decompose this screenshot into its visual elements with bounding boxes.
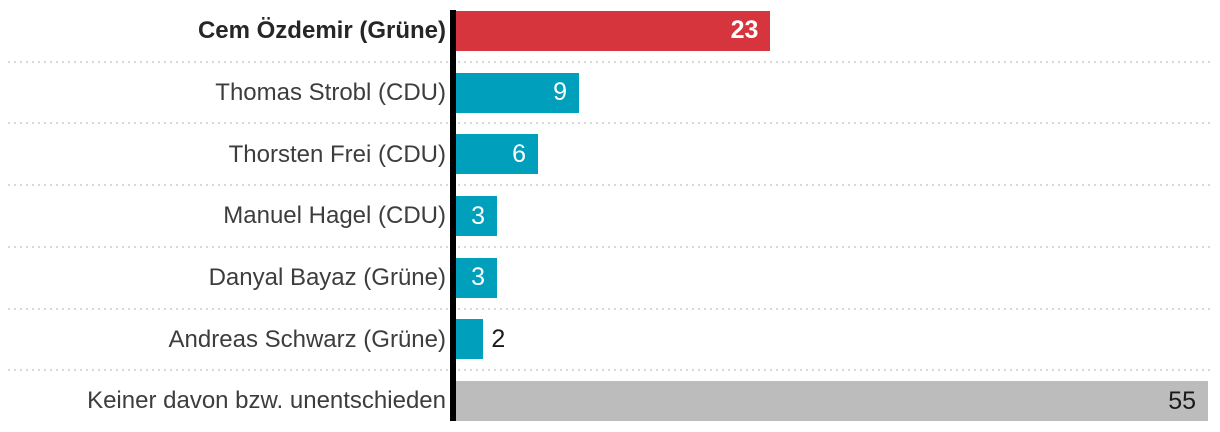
- bar-track: 3: [456, 185, 1208, 247]
- category-label: Andreas Schwarz (Grüne): [168, 325, 446, 353]
- chart-row: Thomas Strobl (CDU) 9: [0, 62, 1220, 124]
- value-label: 3: [471, 201, 486, 230]
- value-label: 23: [730, 16, 759, 45]
- category-label: Thomas Strobl (CDU): [215, 78, 446, 106]
- category-label: Cem Özdemir (Grüne): [197, 17, 446, 45]
- bar-track: 2: [456, 309, 1208, 371]
- bar: 3: [456, 196, 498, 237]
- chart-row: Thorsten Frei (CDU) 6: [0, 123, 1220, 185]
- value-label: 3: [471, 263, 486, 292]
- row-separator: [8, 369, 1210, 372]
- category-label: Manuel Hagel (CDU): [223, 202, 446, 230]
- chart-row: Manuel Hagel (CDU) 3: [0, 185, 1220, 247]
- row-separator: [8, 307, 1210, 310]
- chart-row: Danyal Bayaz (Grüne) 3: [0, 247, 1220, 309]
- category-label: Thorsten Frei (CDU): [228, 140, 446, 168]
- value-label: 2: [491, 324, 506, 353]
- row-separator: [8, 245, 1210, 248]
- bar-track: 55: [456, 370, 1208, 432]
- bar: 3: [456, 257, 498, 298]
- chart-row: Andreas Schwarz (Grüne) 2: [0, 309, 1220, 371]
- bar: [456, 319, 484, 360]
- row-separator: [8, 122, 1210, 125]
- row-separator: [8, 184, 1210, 187]
- value-label: 55: [1168, 386, 1196, 415]
- bar-track: 23: [456, 0, 1208, 62]
- chart-row: Cem Özdemir (Grüne) 23: [0, 0, 1220, 62]
- bar: 55: [456, 381, 1208, 422]
- category-label: Danyal Bayaz (Grüne): [208, 263, 446, 291]
- bar: 23: [456, 10, 771, 51]
- value-label: 6: [512, 139, 527, 168]
- bar-track: 9: [456, 62, 1208, 124]
- category-label: Keiner davon bzw. unentschieden: [87, 387, 446, 415]
- chart-row: Keiner davon bzw. unentschieden 55: [0, 370, 1220, 432]
- axis-baseline: [450, 10, 456, 421]
- bar-track: 6: [456, 123, 1208, 185]
- value-label: 9: [553, 78, 568, 107]
- row-separator: [8, 60, 1210, 63]
- bar: 6: [456, 134, 539, 175]
- bar-track: 3: [456, 247, 1208, 309]
- bar: 9: [456, 72, 580, 113]
